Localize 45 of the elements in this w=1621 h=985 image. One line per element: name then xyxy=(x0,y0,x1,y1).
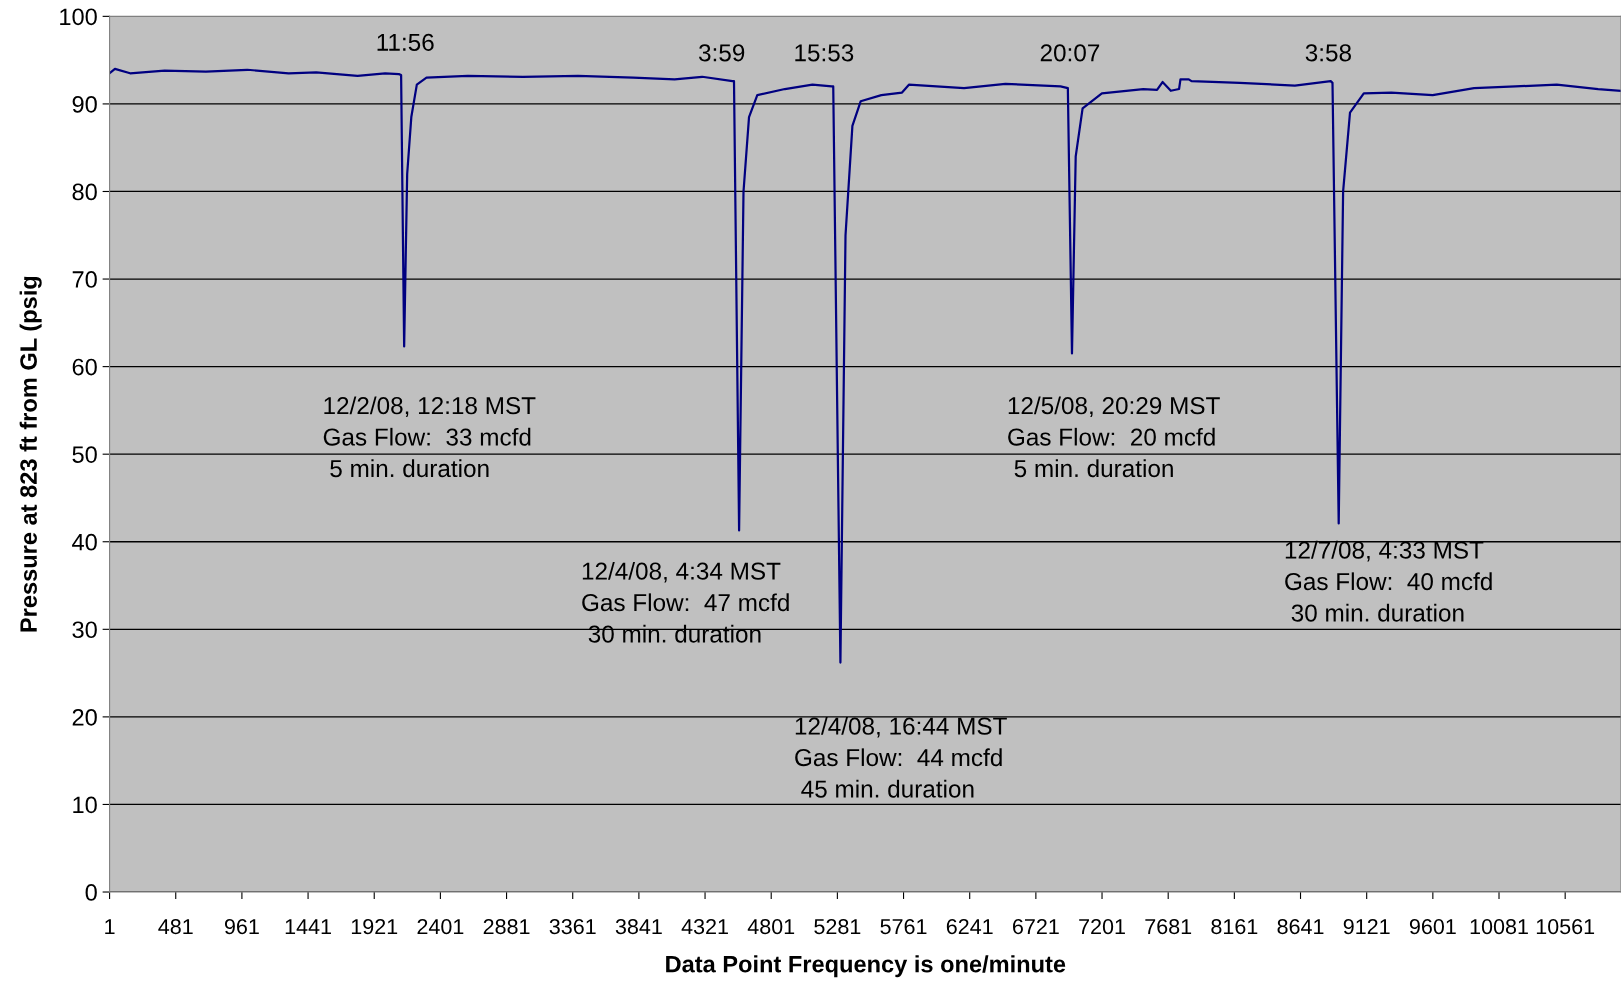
x-tick-label: 9601 xyxy=(1409,918,1456,935)
y-tick-label: 90 xyxy=(72,95,97,113)
x-tick-label: 7201 xyxy=(1079,918,1125,935)
y-tick-label: 70 xyxy=(72,271,97,288)
x-tick-label: 9121 xyxy=(1343,918,1390,935)
annotation: 3:59 xyxy=(698,44,745,62)
x-tick-label: 961 xyxy=(224,918,259,935)
y-tick-label: 60 xyxy=(72,358,97,376)
x-tick-label: 4801 xyxy=(747,918,795,935)
x-tick-label: 6241 xyxy=(946,918,993,935)
y-axis-title: Pressure at 823 ft from GL (psig xyxy=(19,276,42,632)
x-tick-label: 1 xyxy=(105,919,115,935)
annotation: 12/2/08, 12:18 MST Gas Flow: 33 mcfd 5 min. duration xyxy=(323,396,536,478)
x-tick-label: 4321 xyxy=(681,918,728,935)
annotation: 12/5/08, 20:29 MST Gas Flow: 20 mcfd 5 min. duration xyxy=(1008,396,1220,478)
x-tick-label: 10561 xyxy=(1536,918,1595,935)
annotation: 20:07 xyxy=(1040,44,1100,62)
x-tick-label: 1441 xyxy=(285,919,331,935)
y-tick-label: 0 xyxy=(85,884,97,901)
x-tick-label: 1921 xyxy=(351,918,398,935)
x-tick-label: 7681 xyxy=(1145,918,1192,935)
x-tick-label: 8641 xyxy=(1277,918,1324,935)
y-tick-label: 10 xyxy=(73,796,97,814)
x-tick-label: 481 xyxy=(158,918,193,935)
y-tick-label: 30 xyxy=(72,621,97,639)
annotation: 3:58 xyxy=(1305,44,1351,62)
y-tick-label: 40 xyxy=(72,533,97,551)
x-axis-title: Data Point Frequency is one/minute xyxy=(666,955,1066,978)
annotation: 11:56 xyxy=(377,33,434,51)
annotation: 15:53 xyxy=(795,44,854,62)
annotation: 12/4/08, 16:44 MST Gas Flow: 44 mcfd 45 min. duration xyxy=(795,716,1007,798)
x-tick-label: 3841 xyxy=(615,918,662,935)
x-tick-label: 5761 xyxy=(880,918,927,935)
x-tick-label: 10081 xyxy=(1470,918,1528,935)
y-tick-label: 80 xyxy=(72,183,97,201)
x-tick-label: 6721 xyxy=(1013,918,1059,935)
x-tick-label: 2881 xyxy=(483,918,530,935)
x-tick-label: 5281 xyxy=(814,918,861,935)
x-tick-label: 3361 xyxy=(549,918,596,935)
annotation: 12/7/08, 4:33 MST Gas Flow: 40 mcfd 30 min. duration xyxy=(1285,540,1492,622)
y-tick-label: 100 xyxy=(60,8,97,26)
y-tick-label: 20 xyxy=(72,708,97,726)
x-tick-label: 2401 xyxy=(417,918,464,935)
y-tick-label: 50 xyxy=(72,446,97,463)
x-tick-label: 8161 xyxy=(1211,918,1258,935)
